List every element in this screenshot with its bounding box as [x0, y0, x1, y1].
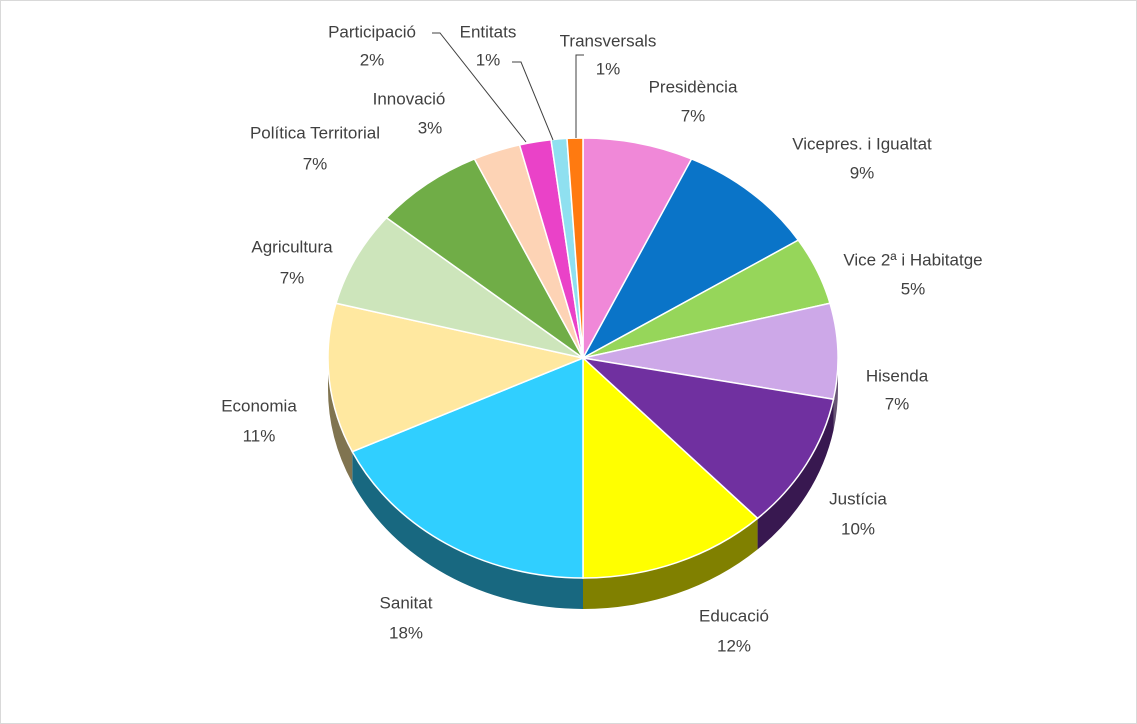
slice-label: Vicepres. i Igualtat [792, 134, 932, 153]
slice-value-label: 7% [280, 268, 305, 287]
pie-slice [582, 302, 839, 401]
slice-label: Transversals [560, 31, 657, 50]
slice-value-label: 7% [885, 394, 910, 413]
slice-label: Agricultura [251, 237, 333, 256]
pie-slice [582, 137, 693, 359]
slice-value-label: 2% [360, 50, 385, 69]
slice-value-label: 5% [901, 279, 926, 298]
slice-value-label: 11% [243, 426, 276, 445]
leader-line [432, 32, 527, 143]
pie-slice-side [583, 518, 758, 609]
pie-slice [581, 157, 800, 360]
slice-label: Vice 2ª i Habitatge [843, 250, 982, 269]
slice-label: Innovació [373, 89, 446, 108]
slice-value-label: 9% [850, 163, 875, 182]
pie-slice-side [352, 451, 583, 609]
slice-value-label: 7% [303, 154, 328, 173]
pie-slice [335, 216, 584, 359]
slice-label: Política Territorial [250, 123, 380, 142]
slice-label: Entitats [460, 22, 517, 41]
pie-slice [566, 137, 584, 359]
slice-value-label: 18% [389, 623, 423, 642]
pie-slice [327, 302, 586, 453]
pie-slice-side [833, 358, 838, 431]
pie-slice [580, 356, 835, 520]
slice-value-label: 1% [596, 59, 621, 78]
slice-label: Educació [699, 606, 769, 625]
slice-value-label: 12% [717, 636, 751, 655]
slice-label: Presidència [649, 77, 738, 96]
slice-value-label: 1% [476, 50, 501, 69]
slice-label: Sanitat [380, 593, 433, 612]
slice-value-label: 7% [681, 106, 706, 125]
slice-value-label: 3% [418, 118, 443, 137]
pie-slice-side [328, 358, 353, 483]
leader-line [512, 61, 554, 141]
slice-label: Hisenda [866, 366, 929, 385]
slice-label: Participació [328, 22, 416, 41]
leader-line [575, 54, 584, 138]
pie-slice-side [757, 399, 834, 550]
slice-label: Economia [221, 396, 297, 415]
pie-slice [385, 157, 584, 359]
pie-slice [351, 356, 584, 579]
slice-label: Justícia [829, 489, 887, 508]
pie-slice [582, 356, 759, 579]
slice-value-label: 10% [841, 519, 875, 538]
